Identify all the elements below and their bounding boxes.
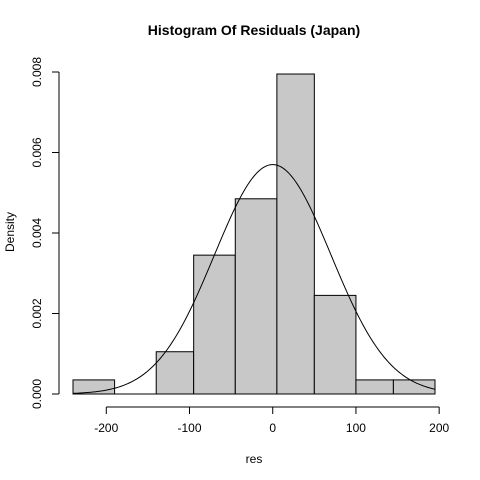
x-axis-label: res bbox=[246, 452, 263, 466]
y-tick-label: 0.004 bbox=[30, 218, 44, 248]
histogram-bar bbox=[276, 73, 315, 395]
x-tick-label: 100 bbox=[346, 421, 366, 435]
x-tick-label: 0 bbox=[269, 421, 276, 435]
histogram-bar bbox=[313, 294, 357, 395]
y-tick-label: 0.008 bbox=[30, 57, 44, 87]
y-tick-label: 0.000 bbox=[30, 379, 44, 409]
x-tick-label: 200 bbox=[429, 421, 449, 435]
x-tick-label: -200 bbox=[94, 421, 118, 435]
y-axis: 0.000 0.002 0.004 0.006 0.008 bbox=[30, 57, 60, 409]
histogram-bar bbox=[234, 198, 278, 395]
x-axis: -200 -100 0 100 200 bbox=[94, 406, 449, 435]
histogram-bars bbox=[72, 73, 436, 395]
chart-title: Histogram Of Residuals (Japan) bbox=[148, 22, 360, 38]
y-axis-label: Density bbox=[3, 212, 17, 252]
x-tick-label: -100 bbox=[177, 421, 201, 435]
histogram-bar bbox=[355, 379, 394, 395]
histogram-bar bbox=[392, 379, 436, 395]
histogram-bar bbox=[193, 254, 236, 395]
normal-density-curve bbox=[72, 164, 436, 394]
y-tick-label: 0.006 bbox=[30, 137, 44, 167]
y-tick-label: 0.002 bbox=[30, 298, 44, 328]
histogram-bar bbox=[155, 351, 195, 395]
